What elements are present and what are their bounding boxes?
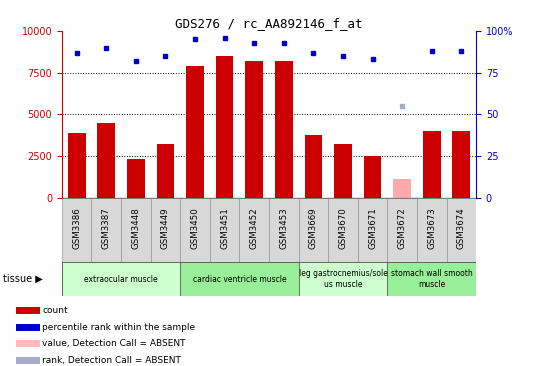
Text: GSM3671: GSM3671: [368, 207, 377, 249]
Bar: [180, 262, 299, 296]
Bar: [387, 198, 417, 262]
Text: GSM3387: GSM3387: [102, 207, 111, 249]
Bar: [91, 198, 121, 262]
Text: GSM3448: GSM3448: [131, 207, 140, 249]
Bar: [151, 198, 180, 262]
Bar: [423, 131, 441, 198]
Text: count: count: [43, 306, 68, 315]
Bar: [210, 198, 239, 262]
Text: percentile rank within the sample: percentile rank within the sample: [43, 323, 195, 332]
Bar: [216, 56, 233, 198]
Bar: [299, 198, 328, 262]
Bar: [186, 66, 204, 198]
Bar: [180, 198, 210, 262]
Bar: [62, 262, 180, 296]
Bar: [16, 357, 40, 364]
Text: tissue ▶: tissue ▶: [3, 274, 43, 284]
Text: GSM3452: GSM3452: [250, 207, 259, 249]
Bar: [97, 123, 115, 198]
Bar: [16, 324, 40, 331]
Text: leg gastrocnemius/sole
us muscle: leg gastrocnemius/sole us muscle: [299, 269, 387, 289]
Bar: [364, 156, 381, 198]
Text: stomach wall smooth
muscle: stomach wall smooth muscle: [391, 269, 472, 289]
Bar: [16, 307, 40, 314]
Bar: [358, 198, 387, 262]
Bar: [334, 143, 352, 198]
Text: GSM3670: GSM3670: [338, 207, 348, 249]
Text: GSM3453: GSM3453: [279, 207, 288, 249]
Text: GSM3674: GSM3674: [457, 207, 466, 249]
Text: rank, Detection Call = ABSENT: rank, Detection Call = ABSENT: [43, 356, 181, 365]
Bar: [393, 179, 411, 198]
Text: GSM3673: GSM3673: [427, 207, 436, 249]
Text: value, Detection Call = ABSENT: value, Detection Call = ABSENT: [43, 339, 186, 348]
Bar: [305, 135, 322, 198]
Bar: [121, 198, 151, 262]
Text: GSM3450: GSM3450: [190, 207, 200, 249]
Text: GSM3669: GSM3669: [309, 207, 318, 249]
Text: GSM3449: GSM3449: [161, 207, 170, 249]
Bar: [157, 144, 174, 198]
Bar: [447, 198, 476, 262]
Bar: [16, 340, 40, 347]
Bar: [387, 262, 476, 296]
Bar: [68, 133, 86, 198]
Bar: [127, 158, 145, 198]
Text: extraocular muscle: extraocular muscle: [84, 274, 158, 284]
Text: GSM3451: GSM3451: [220, 207, 229, 249]
Bar: [417, 198, 447, 262]
Bar: [269, 198, 299, 262]
Text: GSM3672: GSM3672: [398, 207, 407, 249]
Bar: [62, 198, 91, 262]
Bar: [245, 61, 263, 198]
Bar: [299, 262, 387, 296]
Text: cardiac ventricle muscle: cardiac ventricle muscle: [193, 274, 286, 284]
Bar: [239, 198, 269, 262]
Bar: [275, 61, 293, 198]
Bar: [328, 198, 358, 262]
Bar: [452, 131, 470, 198]
Title: GDS276 / rc_AA892146_f_at: GDS276 / rc_AA892146_f_at: [175, 17, 363, 30]
Text: GSM3386: GSM3386: [72, 207, 81, 249]
